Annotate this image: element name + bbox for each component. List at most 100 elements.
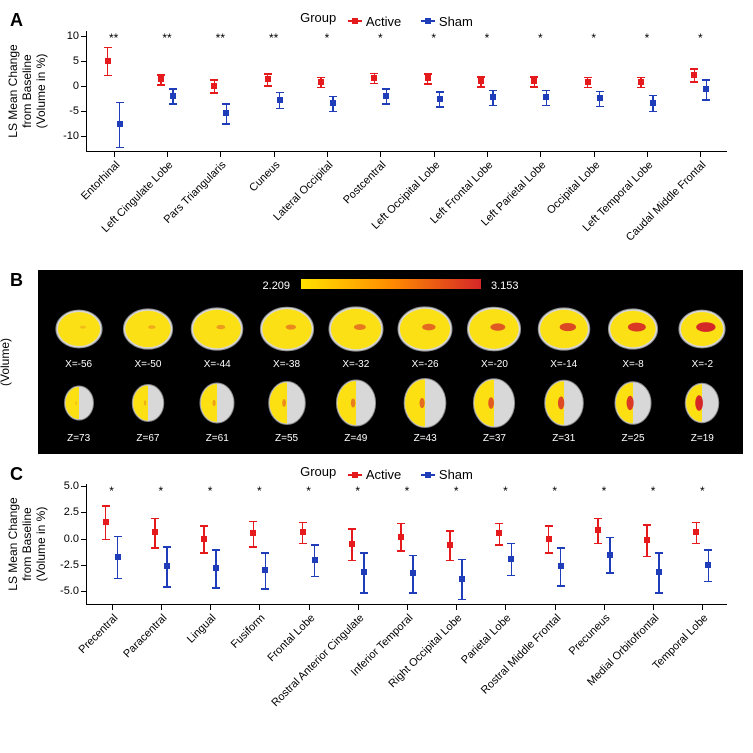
brain-coord-label: X=-32 — [321, 359, 390, 370]
brain-slice-axial: Z=25 — [598, 374, 667, 444]
errorcap-sham — [702, 79, 710, 81]
significance-marker: ** — [216, 31, 225, 45]
brain-coord-label: Z=55 — [252, 433, 321, 444]
point-active — [371, 75, 377, 81]
brain-coord-label: X=-44 — [183, 359, 252, 370]
errorcap-sham — [655, 592, 663, 594]
brain-slice-axial: Z=67 — [113, 374, 182, 444]
errorcap-active — [210, 79, 218, 81]
errorcap-active — [424, 83, 432, 85]
errorcap-sham — [649, 111, 657, 113]
brain-coord-label: Z=43 — [390, 433, 459, 444]
errorcap-active — [692, 522, 700, 524]
brain-coord-label: Z=31 — [529, 433, 598, 444]
point-sham — [213, 565, 219, 571]
point-active — [478, 78, 484, 84]
xtick — [555, 604, 556, 610]
brain-row-sagittal: X=-56 X=-50 X=-44 X=-38 X=-32 X=-26 X=-2… — [44, 300, 737, 370]
xtick — [540, 151, 541, 157]
point-active — [595, 527, 601, 533]
legend-label-sham-c: Sham — [439, 467, 473, 482]
ytick-label: 5 — [73, 55, 79, 67]
ytick — [81, 591, 87, 592]
brain-coord-label: X=-14 — [529, 359, 598, 370]
ytick — [81, 136, 87, 137]
significance-marker: * — [485, 31, 490, 45]
colorbar-wrap: 2.209 3.153 — [44, 276, 737, 296]
errorcap-sham — [458, 559, 466, 561]
errorcap-sham — [557, 585, 565, 587]
errorcap-sham — [116, 147, 124, 149]
errorcap-sham — [489, 90, 497, 92]
ytick — [81, 111, 87, 112]
point-sham — [656, 569, 662, 575]
xtick — [653, 604, 654, 610]
point-active — [531, 78, 537, 84]
plot-c-ylabel: LS Mean Change from Baseline (Volume in … — [6, 444, 48, 644]
ytick-label: -2.5 — [60, 559, 79, 571]
brain-slice-sagittal: X=-20 — [460, 300, 529, 370]
brain-coord-label: X=-2 — [668, 359, 737, 370]
errorcap-active — [594, 518, 602, 520]
errorcap-active — [264, 73, 272, 75]
errorcap-active — [690, 81, 698, 83]
errorcap-active — [264, 85, 272, 87]
significance-marker: * — [698, 31, 703, 45]
brain-slice-sagittal: X=-26 — [390, 300, 459, 370]
errorcap-sham — [163, 586, 171, 588]
errorcap-active — [545, 552, 553, 554]
point-active — [105, 58, 111, 64]
errorcap-sham — [261, 552, 269, 554]
errorcap-active — [299, 543, 307, 545]
legend-label-active: Active — [366, 14, 401, 29]
brain-coord-label: X=-20 — [460, 359, 529, 370]
legend-swatch-active-c — [348, 474, 362, 476]
ytick-label: -5.0 — [60, 585, 79, 597]
errorcap-active — [594, 543, 602, 545]
errorcap-active — [690, 68, 698, 70]
errorcap-active — [584, 87, 592, 89]
errorcap-active — [692, 543, 700, 545]
significance-marker: * — [378, 31, 383, 45]
ytick-label: 0 — [73, 80, 79, 92]
xtick — [161, 604, 162, 610]
brain-slice-sagittal: X=-14 — [529, 300, 598, 370]
legend-title-c: Group — [300, 464, 336, 479]
legend-swatch-active — [348, 20, 362, 22]
ytick-label: 0.0 — [64, 533, 79, 545]
errorcap-sham — [409, 592, 417, 594]
brain-coord-label: X=-26 — [390, 359, 459, 370]
errorcap-active — [200, 552, 208, 554]
legend-label-sham: Sham — [439, 14, 473, 29]
colorbar-max: 3.153 — [491, 280, 519, 292]
point-active — [638, 79, 644, 85]
errorcap-sham — [557, 547, 565, 549]
significance-marker: * — [109, 484, 114, 498]
point-sham — [508, 556, 514, 562]
significance-marker: * — [355, 484, 360, 498]
legend-label-active-c: Active — [366, 467, 401, 482]
brain-coord-label: Z=49 — [321, 433, 390, 444]
xtick — [434, 151, 435, 157]
errorcap-sham — [489, 105, 497, 107]
panel-c-chart: Group Active Sham LS Mean Change from Ba… — [38, 464, 743, 606]
brain-row-axial: Z=73Z=67Z=61Z=55Z=49Z=43Z=37Z=31Z=25Z=19 — [44, 374, 737, 444]
errorcap-active — [104, 75, 112, 77]
significance-marker: * — [431, 31, 436, 45]
point-sham — [117, 121, 123, 127]
point-active — [211, 83, 217, 89]
xtick — [167, 151, 168, 157]
brain-slice-axial: Z=73 — [44, 374, 113, 444]
point-sham — [383, 93, 389, 99]
point-active — [398, 534, 404, 540]
brain-slice-axial: Z=37 — [460, 374, 529, 444]
panel-a: A Group Active Sham LS Mean Change from … — [10, 10, 743, 152]
ytick — [81, 512, 87, 513]
xtick — [274, 151, 275, 157]
errorcap-sham — [409, 555, 417, 557]
point-active — [644, 537, 650, 543]
plot-a: LS Mean Change from Baseline (Volume in … — [86, 31, 727, 152]
point-active — [152, 529, 158, 535]
errorcap-active — [249, 546, 257, 548]
xtick — [505, 604, 506, 610]
